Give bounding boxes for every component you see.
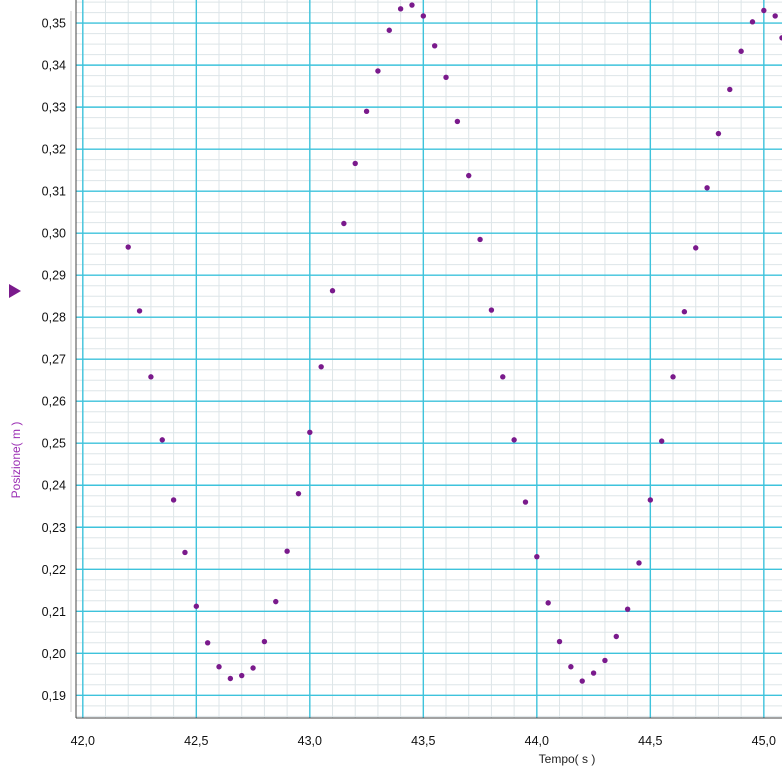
data-point <box>363 108 370 115</box>
y-tick-label: 0,32 <box>42 143 66 157</box>
data-point <box>568 664 574 670</box>
x-tick-label: 42,5 <box>184 734 208 748</box>
data-point <box>250 665 256 671</box>
y-tick-label: 0,28 <box>42 311 66 325</box>
data-point <box>352 160 358 167</box>
data-point <box>738 48 744 54</box>
x-tick-label: 44,5 <box>638 734 662 748</box>
data-point <box>420 13 427 19</box>
major-grid <box>76 0 782 718</box>
y-tick-label: 0,19 <box>42 689 66 703</box>
data-point <box>454 118 461 125</box>
x-tick-label: 42,0 <box>71 734 95 748</box>
x-tick-label: 44,0 <box>525 734 549 748</box>
data-point <box>318 364 324 370</box>
y-tick-label: 0,31 <box>42 185 66 199</box>
data-point <box>772 13 778 19</box>
data-point <box>590 670 597 676</box>
data-point <box>545 600 551 606</box>
y-tick-label: 0,33 <box>42 101 66 115</box>
data-point <box>715 130 722 137</box>
data-point <box>727 86 733 93</box>
data-point <box>681 309 688 315</box>
data-point <box>466 172 472 179</box>
data-point <box>386 27 392 33</box>
data-point <box>670 374 676 380</box>
data-point <box>182 549 188 556</box>
x-tick-label: 43,5 <box>411 734 435 748</box>
data-point <box>534 553 540 560</box>
data-point <box>295 490 302 497</box>
y-tick-label: 0,27 <box>42 353 66 367</box>
data-point <box>522 499 529 505</box>
x-tick-label: 45,0 <box>752 734 776 748</box>
data-point <box>658 438 665 444</box>
x-tick-labels: 42,0 42,5 43,0 43,5 44,0 44,5 45,0 <box>71 734 776 748</box>
data-point <box>204 640 211 646</box>
y-tick-label: 0,21 <box>42 605 66 619</box>
data-point <box>477 236 483 243</box>
data-point <box>636 560 642 566</box>
data-point <box>307 429 313 436</box>
data-point <box>693 245 699 251</box>
data-point <box>602 657 608 664</box>
y-axis-marker-icon <box>9 284 21 298</box>
data-point <box>329 288 336 294</box>
data-point <box>375 68 381 74</box>
data-point <box>148 374 154 380</box>
data-point <box>125 244 131 250</box>
data-point <box>261 638 268 645</box>
x-tick-label: 43,0 <box>298 734 322 748</box>
data-point <box>159 437 165 443</box>
y-tick-label: 0,23 <box>42 521 66 535</box>
data-points <box>125 2 782 684</box>
y-tick-label: 0,35 <box>42 17 66 31</box>
data-point <box>170 497 177 503</box>
y-tick-labels: 0,19 0,20 0,21 0,22 0,23 0,24 0,25 0,26 0,27 0,28… <box>42 17 66 703</box>
y-tick-label: 0,25 <box>42 437 66 451</box>
y-axis-title: Posizione( m ) <box>9 422 23 499</box>
y-tick-label: 0,24 <box>42 479 66 493</box>
data-point <box>216 664 222 670</box>
y-tick-label: 0,22 <box>42 563 66 577</box>
data-point <box>284 548 290 554</box>
data-point <box>227 675 234 682</box>
data-point <box>704 185 710 191</box>
data-point <box>579 678 585 684</box>
data-point <box>273 598 279 605</box>
data-point <box>397 6 404 12</box>
data-point <box>556 638 563 645</box>
y-tick-label: 0,34 <box>42 59 66 73</box>
data-point <box>613 633 619 640</box>
data-point <box>624 606 631 612</box>
data-point <box>431 43 438 49</box>
y-tick-label: 0,26 <box>42 395 66 409</box>
y-tick-label: 0,20 <box>42 647 66 661</box>
data-point <box>511 437 517 443</box>
data-point <box>761 7 767 14</box>
data-point <box>779 35 782 41</box>
y-tick-label: 0,30 <box>42 227 66 241</box>
y-tick-label: 0,29 <box>42 269 66 283</box>
data-point <box>341 220 347 227</box>
data-point <box>136 308 143 314</box>
axes <box>70 0 782 719</box>
data-point <box>749 19 756 25</box>
data-point <box>409 2 415 8</box>
x-axis-title: Tempo( s ) <box>539 752 596 766</box>
data-point <box>647 497 654 503</box>
data-point <box>500 374 506 380</box>
data-point <box>239 672 245 679</box>
data-point <box>488 307 495 313</box>
data-point <box>443 74 449 81</box>
data-point <box>193 603 200 609</box>
